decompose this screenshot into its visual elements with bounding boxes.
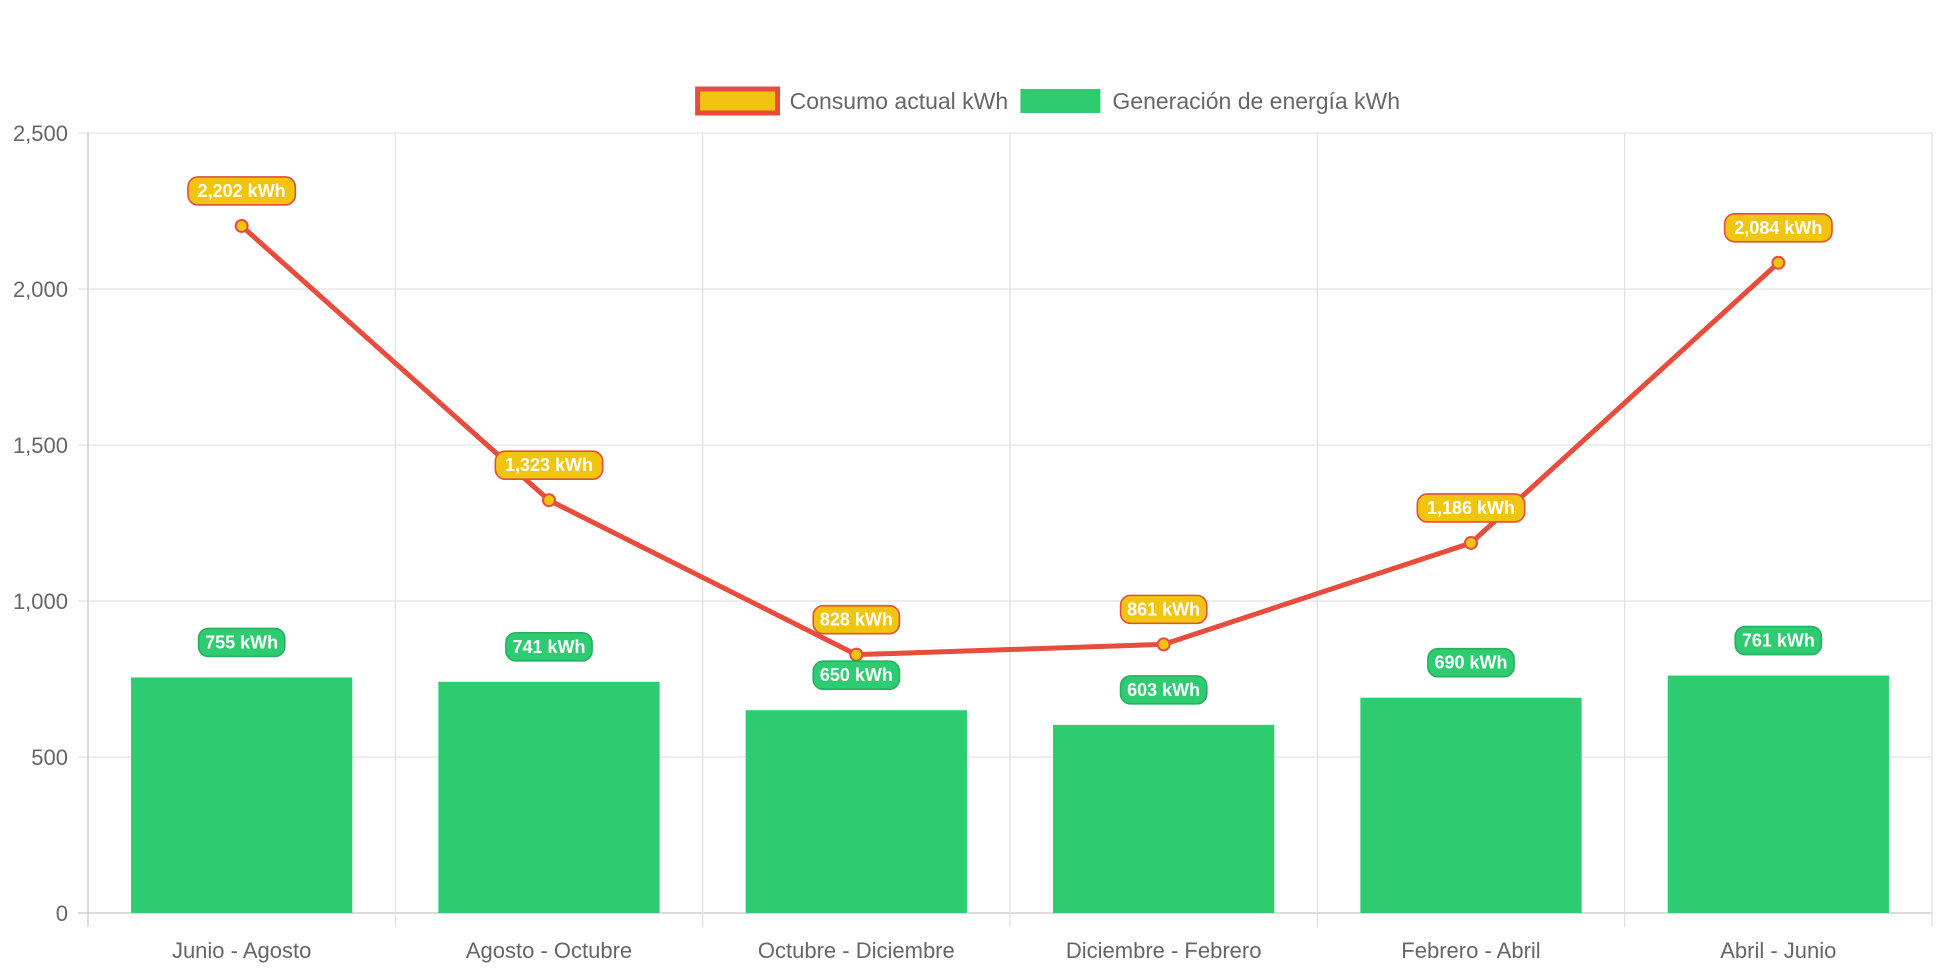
generation-data-label: 741 kWh [505,632,593,662]
consumption-data-label-bg [494,450,604,481]
generation-data-label-text: 755 kWh [205,632,278,652]
generation-data-label: 650 kWh [812,660,901,691]
legend-item[interactable]: Consumo actual kWh [695,86,1009,116]
generation-data-label: 690 kWh [1427,647,1515,678]
y-tick-label: 2,000 [13,277,68,302]
generation-data-label-bg [505,632,593,662]
consumption-data-label-bg [1723,212,1833,243]
legend[interactable]: Consumo actual kWh Generación de energía … [695,86,1400,116]
generation-bar [1667,675,1889,913]
consumption-point [542,493,556,508]
consumption-data-label-bg [187,176,297,206]
generation-bar [745,710,967,913]
x-tick-label: Abril - Junio [1720,938,1836,963]
generation-data-label-bg [1734,625,1823,656]
generation-bar [438,681,660,913]
consumption-data-label-bg [1119,594,1208,625]
x-tick-label: Octubre - Diciembre [758,938,955,963]
bar-series [131,675,1889,913]
axis-labels: 0 500 1,000 1,500 2,000 2,500 Junio - Agosto Ag… [13,121,1836,963]
consumption-data-label: 1,323 kWh [494,450,604,481]
generation-data-label-bg [1119,675,1208,705]
legend-swatch [1020,89,1101,113]
y-tick-label: 2,500 [13,121,68,146]
generation-data-label-bg [812,660,901,691]
generation-data-label-bg [197,627,286,658]
consumption-point [1464,535,1478,550]
generation-data-label: 603 kWh [1119,675,1208,705]
generation-data-label-text: 650 kWh [820,665,893,685]
consumption-data-label: 828 kWh [812,604,901,635]
consumption-data-label-text: 2,202 kWh [198,181,286,201]
generation-data-label-text: 690 kWh [1434,653,1507,673]
consumption-data-label: 1,186 kWh [1416,493,1526,523]
consumption-data-label-bg [812,604,901,635]
y-tick-label: 500 [31,745,68,770]
generation-bar [1360,697,1582,913]
data-labels: 755 kWh 741 kWh 650 kWh 603 kWh 690 kWh 761 k… [187,176,1833,705]
y-tick-label: 1,000 [13,589,68,614]
consumption-data-label-text: 828 kWh [820,610,893,630]
generation-data-label-text: 761 kWh [1742,631,1815,651]
generation-data-label: 761 kWh [1734,625,1823,656]
grid-lines [78,132,1933,927]
y-tick-label: 1,500 [13,433,68,458]
consumption-point [1156,637,1171,652]
generation-data-label-text: 741 kWh [512,637,585,657]
legend-item[interactable]: Generación de energía kWh [1020,88,1400,114]
consumption-point [849,647,864,662]
consumption-point [234,218,249,233]
consumption-data-label: 2,202 kWh [187,176,297,206]
consumption-data-label-text: 2,084 kWh [1734,218,1822,238]
generation-data-label-bg [1427,647,1515,678]
consumption-data-label-text: 861 kWh [1127,599,1200,619]
consumption-data-label: 861 kWh [1119,594,1208,625]
consumption-data-label-text: 1,186 kWh [1427,498,1515,518]
consumption-data-label-bg [1416,493,1526,523]
generation-bar [131,677,353,913]
consumption-data-label-text: 1,323 kWh [505,455,593,475]
legend-swatch [695,86,781,116]
consumption-data-label: 2,084 kWh [1723,212,1833,243]
y-tick-label: 0 [56,901,68,926]
x-tick-label: Junio - Agosto [172,938,311,963]
generation-data-label: 755 kWh [197,627,286,658]
legend-label: Generación de energía kWh [1112,88,1400,114]
legend-label: Consumo actual kWh [790,88,1009,114]
x-tick-label: Febrero - Abril [1401,938,1540,963]
x-tick-label: Agosto - Octubre [466,938,632,963]
generation-bar [1053,724,1275,913]
generation-data-label-text: 603 kWh [1127,680,1200,700]
x-tick-label: Diciembre - Febrero [1066,938,1262,963]
consumption-point [1771,255,1786,270]
